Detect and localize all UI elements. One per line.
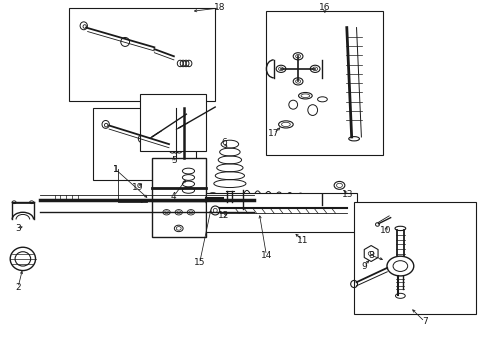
Text: 7: 7: [421, 317, 427, 326]
Ellipse shape: [83, 25, 86, 28]
Text: 18: 18: [214, 3, 225, 12]
Bar: [93, 108, 195, 180]
Text: 9: 9: [360, 262, 366, 271]
Text: 14: 14: [260, 251, 271, 260]
Text: 17: 17: [267, 129, 279, 138]
Ellipse shape: [164, 211, 168, 214]
Bar: [69, 8, 215, 101]
Text: 1: 1: [112, 165, 118, 174]
FancyBboxPatch shape: [152, 158, 205, 237]
Text: 11: 11: [297, 236, 308, 245]
Text: 1: 1: [112, 165, 118, 174]
Bar: [353, 202, 475, 315]
Text: 6: 6: [221, 138, 226, 147]
Text: 15: 15: [194, 258, 205, 267]
Text: 10: 10: [379, 226, 391, 235]
Text: 16: 16: [319, 3, 330, 12]
Text: 13: 13: [341, 190, 353, 199]
Ellipse shape: [104, 123, 108, 127]
Text: 5: 5: [171, 156, 176, 165]
Text: 3: 3: [15, 224, 21, 233]
Bar: [266, 12, 383, 155]
Bar: [140, 94, 205, 151]
Bar: [205, 193, 356, 232]
Text: 2: 2: [15, 283, 21, 292]
Text: 8: 8: [367, 251, 373, 260]
Text: 19: 19: [131, 183, 143, 192]
Text: 4: 4: [171, 192, 176, 201]
Text: 12: 12: [218, 211, 229, 220]
Ellipse shape: [177, 211, 181, 214]
Ellipse shape: [188, 211, 192, 214]
